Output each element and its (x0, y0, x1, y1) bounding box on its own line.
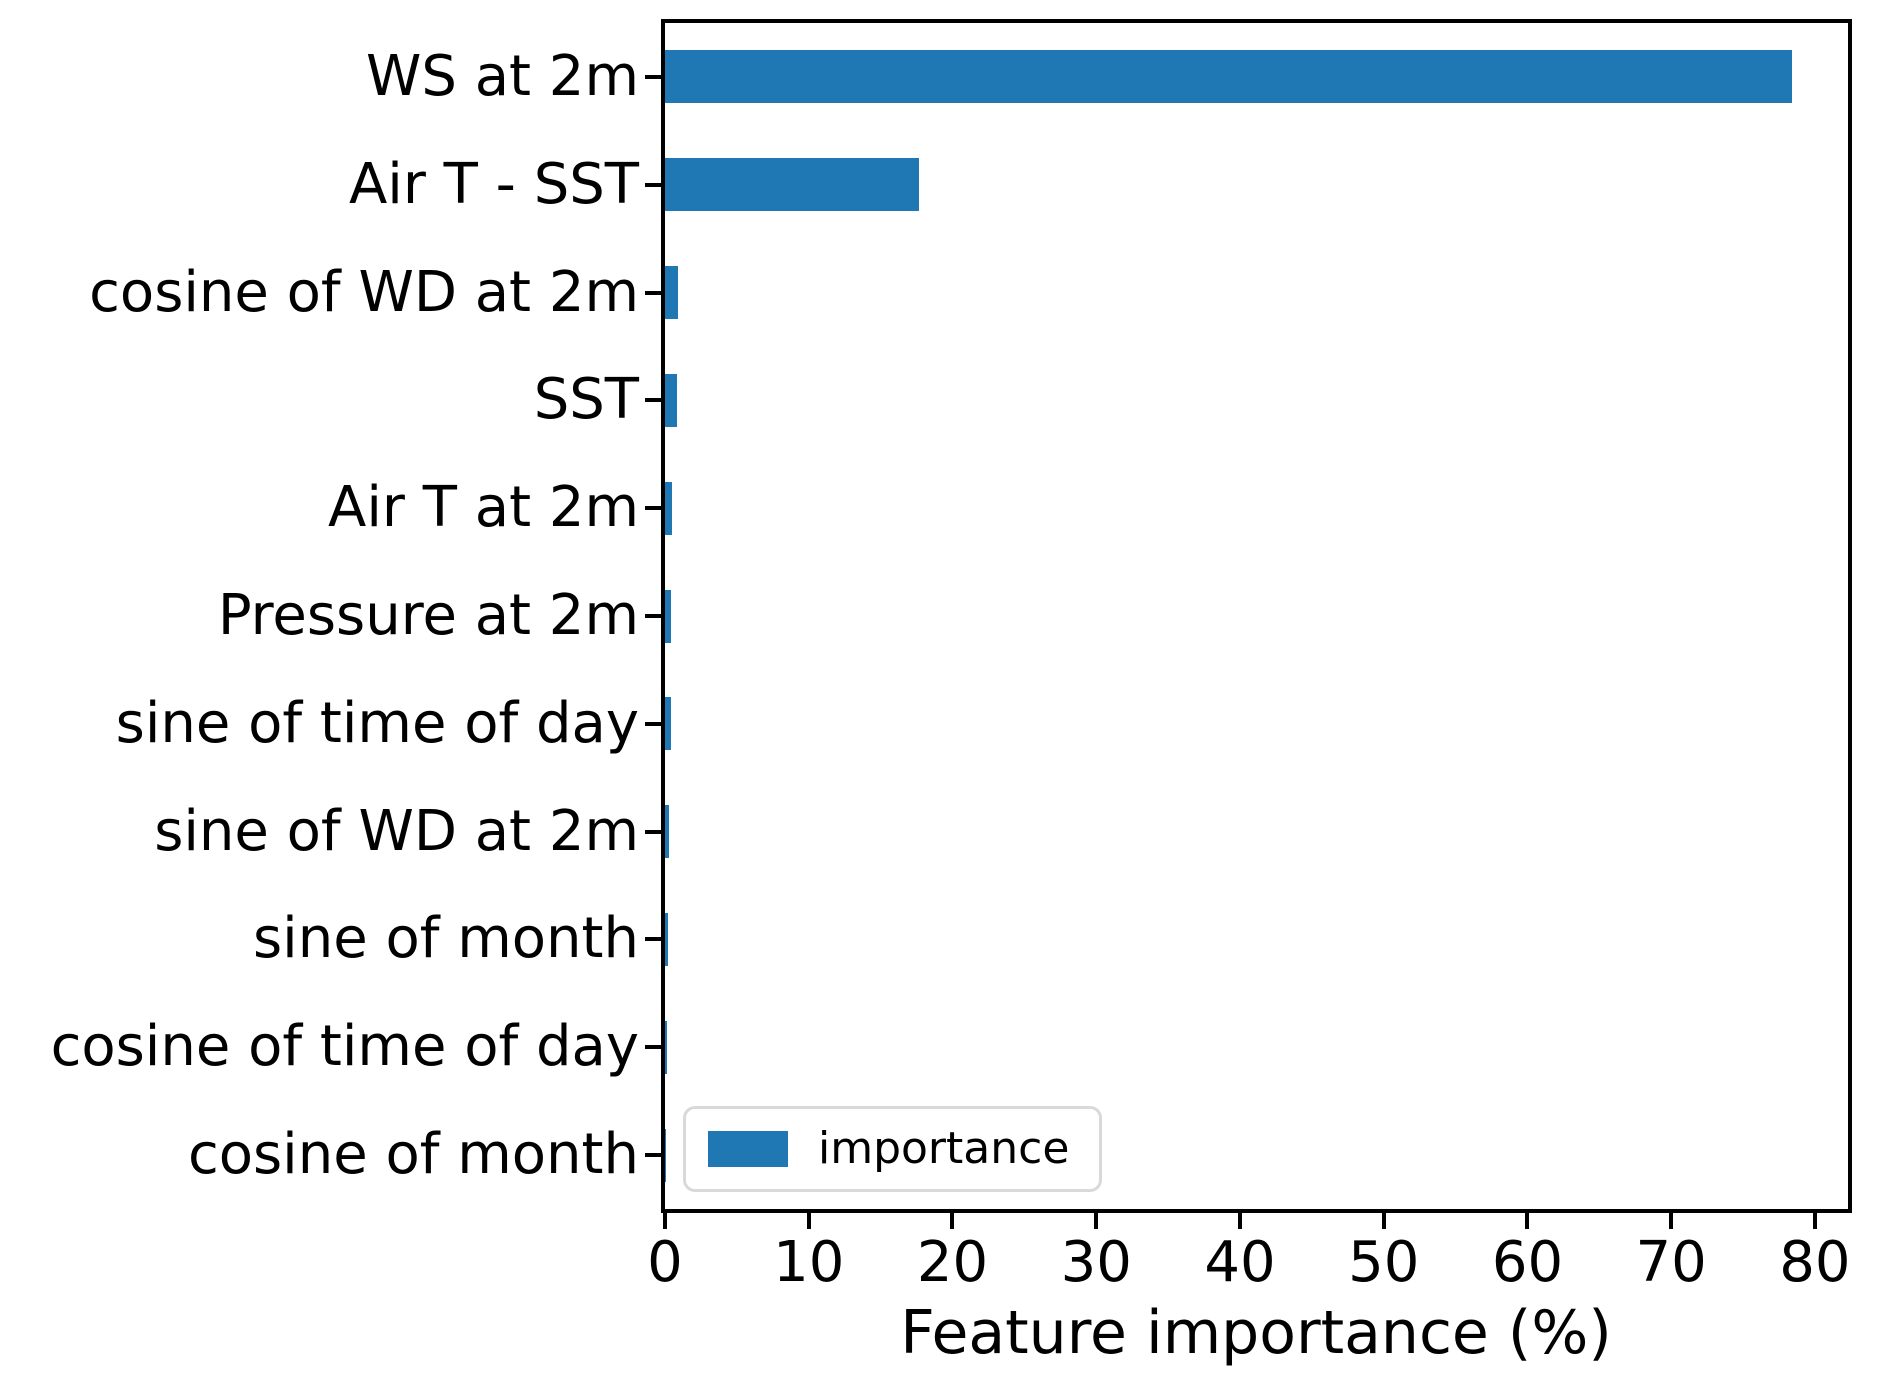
y-tick-mark (645, 937, 661, 942)
bar (665, 373, 678, 427)
x-tick-label: 0 (647, 1230, 683, 1295)
y-tick-label: WS at 2m (366, 43, 639, 109)
x-tick-label: 80 (1779, 1230, 1851, 1295)
legend-label: importance (818, 1123, 1070, 1174)
y-tick-label: Air T at 2m (328, 475, 639, 541)
y-tick-mark (645, 182, 661, 187)
y-tick-mark (645, 721, 661, 726)
x-tick-mark (806, 1213, 811, 1229)
y-tick-label: cosine of time of day (50, 1014, 639, 1080)
x-axis-title: Feature importance (%) (900, 1298, 1612, 1368)
x-tick-label: 50 (1348, 1230, 1420, 1295)
x-tick-mark (663, 1213, 667, 1229)
plot-area: WS at 2m Air T - SST cosine of WD at 2m SST… (51, 19, 1852, 1291)
x-tick-mark (950, 1213, 955, 1229)
bar (665, 697, 671, 751)
y-tick-label: Pressure at 2m (217, 583, 639, 648)
y-tick-mark (645, 398, 661, 403)
bar (665, 266, 678, 320)
y-tick-label: cosine of month (187, 1122, 639, 1188)
y-tick-label: sine of WD at 2m (154, 798, 639, 864)
y-tick-label: sine of month (252, 906, 639, 972)
x-tick-label: 40 (1204, 1230, 1276, 1295)
x-tick-mark (1525, 1213, 1530, 1229)
x-tick-mark (1381, 1213, 1386, 1229)
bar (665, 1128, 666, 1182)
legend: importance (683, 1106, 1103, 1192)
bar (665, 50, 1792, 104)
x-tick-label: 60 (1491, 1230, 1564, 1295)
legend-swatch-icon (708, 1131, 788, 1167)
bar (665, 805, 669, 859)
y-tick-mark (645, 1153, 661, 1158)
y-tick-mark (645, 506, 661, 511)
bar (665, 912, 668, 966)
y-tick-mark (645, 1045, 661, 1050)
y-tick-mark (645, 829, 661, 834)
x-tick-label: 30 (1060, 1230, 1132, 1295)
x-axis: 0 10 20 30 40 50 60 70 80 (647, 23, 1851, 1291)
y-tick-label: cosine of WD at 2m (89, 259, 639, 325)
y-tick-label: sine of time of day (115, 690, 639, 756)
x-tick-label: 20 (916, 1230, 989, 1295)
bar (665, 1020, 668, 1074)
x-tick-mark (1812, 1213, 1817, 1229)
y-tick-label: Air T - SST (348, 151, 639, 217)
y-axis: WS at 2m Air T - SST cosine of WD at 2m SST… (51, 23, 1848, 1209)
x-tick-label: 70 (1635, 1230, 1707, 1295)
y-tick-mark (645, 290, 661, 295)
bar (665, 158, 920, 212)
x-tick-mark (1094, 1213, 1099, 1229)
y-tick-label: SST (533, 367, 639, 433)
bar (665, 589, 672, 643)
x-tick-mark (1669, 1213, 1674, 1229)
y-tick-mark (645, 74, 661, 79)
y-tick-mark (645, 614, 661, 618)
x-tick-mark (1237, 1213, 1242, 1229)
bar (665, 481, 673, 535)
bars-layer (665, 23, 1848, 1209)
x-tick-label: 10 (773, 1230, 845, 1295)
